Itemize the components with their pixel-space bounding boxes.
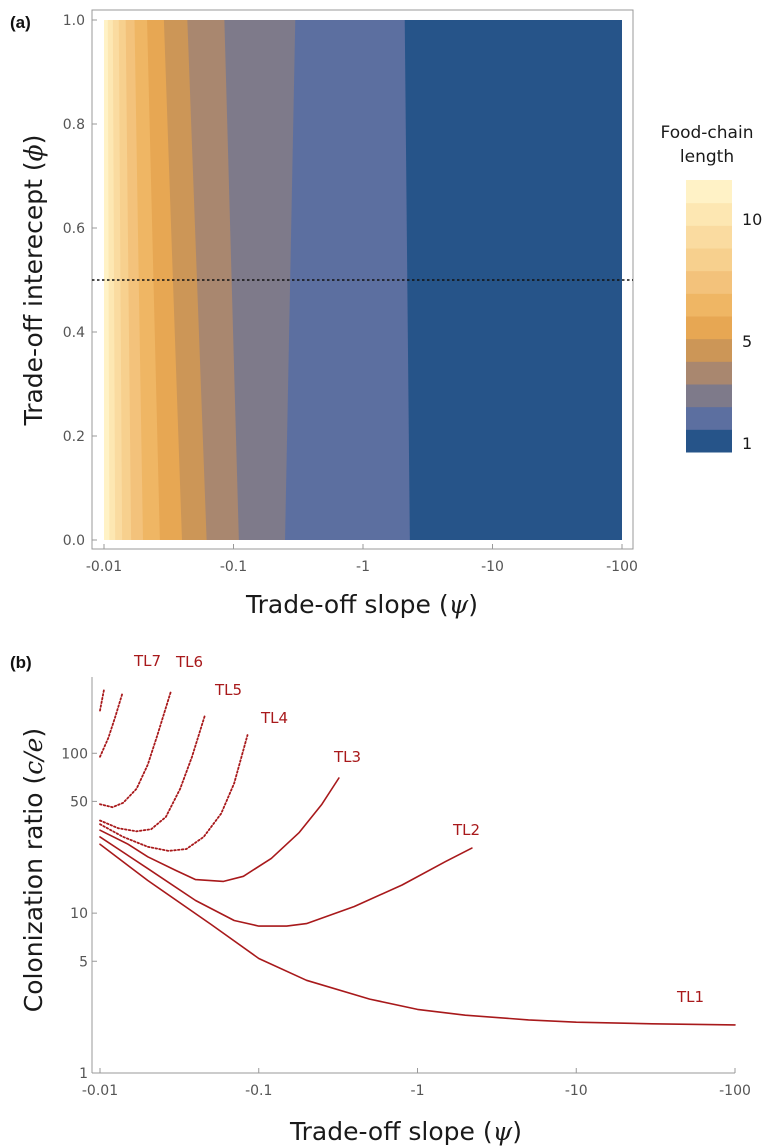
x-tick-label: -0.1 — [220, 559, 247, 575]
panel-a-label: (a) — [10, 13, 31, 32]
y-tick-label: 0.2 — [63, 429, 85, 445]
curve-tl1 — [99, 843, 736, 1026]
legend-swatch-level-7 — [686, 293, 732, 317]
y-tick-label: 5 — [79, 954, 88, 970]
panel-b-y-axis-label: Colonization ratio (c/e) — [19, 728, 48, 1012]
colorbar-legend: Food-chain length 1 5 10 — [661, 123, 763, 453]
panel-a-y-axis-label: Trade-off interecept (ϕ) — [19, 135, 48, 427]
panel-b-x-axis-label: Trade-off slope (ψ) — [289, 1117, 522, 1146]
x-tick-label: -0.1 — [245, 1083, 272, 1099]
x-tick-label: -0.01 — [86, 559, 122, 575]
curve-label-tl3: TL3 — [333, 748, 361, 766]
curves — [99, 688, 736, 1026]
y-tick-label: 1 — [79, 1066, 88, 1082]
y-tick-label: 50 — [70, 794, 88, 810]
legend-swatch-level-10 — [686, 225, 732, 249]
x-tick-label: -100 — [719, 1083, 751, 1099]
curve-label-tl2: TL2 — [452, 821, 480, 839]
curve-tl5 — [99, 713, 207, 833]
curve-tl6 — [99, 690, 172, 809]
panel-a-y-ticks: 0.0 0.2 0.4 0.6 0.8 1.0 — [63, 13, 97, 549]
curve-label-tl5: TL5 — [214, 681, 242, 699]
y-tick-label: 10 — [70, 906, 88, 922]
legend-title-line1: Food-chain — [661, 123, 754, 143]
panel-b-y-ticks: 1 5 10 50 100 — [61, 746, 97, 1082]
legend-swatch-level-4 — [686, 361, 732, 385]
x-tick-label: -0.01 — [82, 1083, 118, 1099]
legend-swatch-level-6 — [686, 316, 732, 340]
legend-tick-1: 1 — [742, 434, 752, 453]
curve-tl7 — [99, 693, 124, 758]
panel-b-label: (b) — [10, 653, 32, 672]
y-tick-label: 0.8 — [63, 117, 85, 133]
curve-unlabeled — [99, 688, 105, 712]
panel-b-x-ticks: -0.01 -0.1 -1 -10 -100 — [82, 1068, 751, 1099]
x-tick-label: -10 — [481, 559, 504, 575]
panel-b-line-chart: (b) TL1 TL2 TL3 TL4 TL5 TL6 TL7 -0.01 -0.1 -1 -10… — [10, 652, 751, 1146]
curve-tl4 — [99, 734, 249, 852]
panel-a-x-ticks: -0.01 -0.1 -1 -10 -100 — [86, 544, 638, 575]
legend-swatch-level-8 — [686, 270, 732, 294]
legend-swatch-level-5 — [686, 338, 732, 362]
legend-swatches — [686, 180, 732, 453]
x-tick-label: -100 — [606, 559, 638, 575]
legend-tick-5: 5 — [742, 332, 752, 351]
y-tick-label: 0.4 — [63, 325, 85, 341]
panel-a-heatmap: (a) -0.01 -0.1 -1 -10 -100 0.0 0.2 0.4 0.6 0.8 1.… — [10, 9, 763, 619]
legend-tick-10: 10 — [742, 210, 762, 229]
region-level-12 — [104, 20, 110, 540]
legend-swatch-level-11 — [686, 202, 732, 226]
curve-label-tl4: TL4 — [260, 709, 288, 727]
curve-label-tl7: TL7 — [133, 652, 161, 670]
heatmap-regions — [104, 20, 622, 540]
legend-swatch-level-2 — [686, 406, 732, 430]
x-tick-label: -1 — [356, 559, 370, 575]
legend-swatch-level-12 — [686, 180, 732, 204]
legend-swatch-level-1 — [686, 429, 732, 453]
y-tick-label: 1.0 — [63, 13, 85, 29]
curve-tl3 — [99, 777, 340, 883]
legend-swatch-level-9 — [686, 248, 732, 272]
x-tick-label: -1 — [411, 1083, 425, 1099]
panel-a-x-axis-label: Trade-off slope (ψ) — [245, 590, 478, 619]
y-tick-label: 100 — [61, 746, 88, 762]
curve-label-tl6: TL6 — [175, 653, 203, 671]
curve-labels: TL1 TL2 TL3 TL4 TL5 TL6 TL7 — [133, 652, 704, 1006]
y-tick-label: 0.0 — [63, 533, 85, 549]
x-tick-label: -10 — [565, 1083, 588, 1099]
curve-label-tl1: TL1 — [676, 988, 704, 1006]
legend-title-line2: length — [680, 147, 734, 167]
legend-swatch-level-3 — [686, 384, 732, 408]
curve-tl2 — [99, 836, 473, 927]
y-tick-label: 0.6 — [63, 221, 85, 237]
